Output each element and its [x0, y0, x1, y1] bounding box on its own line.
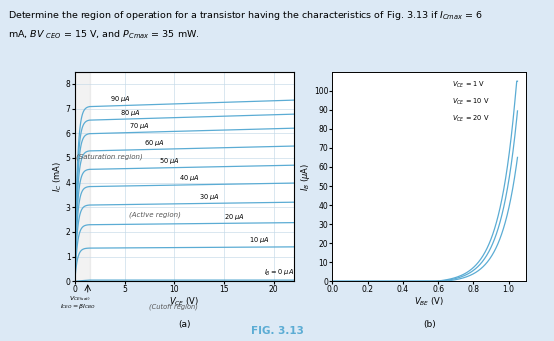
Text: (Active region): (Active region): [130, 211, 181, 218]
Text: $70\ \mu A$: $70\ \mu A$: [130, 121, 150, 131]
Text: $I_{CEO} = \beta I_{CBO}$: $I_{CEO} = \beta I_{CBO}$: [60, 302, 96, 311]
Text: $I_B = 0\ \mu A$: $I_B = 0\ \mu A$: [264, 268, 294, 278]
Text: $V_{CE}$ = 1 V: $V_{CE}$ = 1 V: [452, 80, 486, 90]
Text: $90\ \mu A$: $90\ \mu A$: [110, 94, 131, 104]
Text: $V_{CE}$ = 20 V: $V_{CE}$ = 20 V: [452, 114, 490, 124]
Text: Determine the region of operation for a transistor having the characteristics of: Determine the region of operation for a …: [8, 9, 483, 21]
Text: (b): (b): [423, 321, 436, 329]
Text: $60\ \mu A$: $60\ \mu A$: [145, 138, 165, 148]
Text: $50\ \mu A$: $50\ \mu A$: [160, 156, 180, 166]
Y-axis label: $I_C$ (mA): $I_C$ (mA): [52, 161, 64, 192]
Text: FIG. 3.13: FIG. 3.13: [250, 326, 304, 336]
Text: mA, $BV$ $_{CEO}$ = 15 V, and $P_{Cmax}$ = 35 mW.: mA, $BV$ $_{CEO}$ = 15 V, and $P_{Cmax}$…: [8, 29, 200, 42]
Text: (Cutoff region): (Cutoff region): [150, 303, 198, 310]
Text: $10\ \mu A$: $10\ \mu A$: [249, 235, 270, 246]
Text: $80\ \mu A$: $80\ \mu A$: [120, 107, 140, 118]
Text: $30\ \mu A$: $30\ \mu A$: [199, 192, 220, 202]
Text: $V_{CE(sat)}$: $V_{CE(sat)}$: [69, 295, 91, 303]
Text: (Saturation region): (Saturation region): [76, 153, 143, 160]
Text: $40\ \mu A$: $40\ \mu A$: [179, 173, 200, 183]
X-axis label: $V_{BE}$ (V): $V_{BE}$ (V): [414, 296, 444, 308]
X-axis label: $V_{CE}$ (V): $V_{CE}$ (V): [169, 296, 199, 308]
Bar: [75, 72, 90, 281]
Text: (a): (a): [178, 321, 191, 329]
Text: $V_{CE}$ = 10 V: $V_{CE}$ = 10 V: [452, 97, 490, 107]
Y-axis label: $I_B$ ($\mu$A): $I_B$ ($\mu$A): [299, 162, 312, 191]
Text: $20\ \mu A$: $20\ \mu A$: [224, 212, 245, 222]
